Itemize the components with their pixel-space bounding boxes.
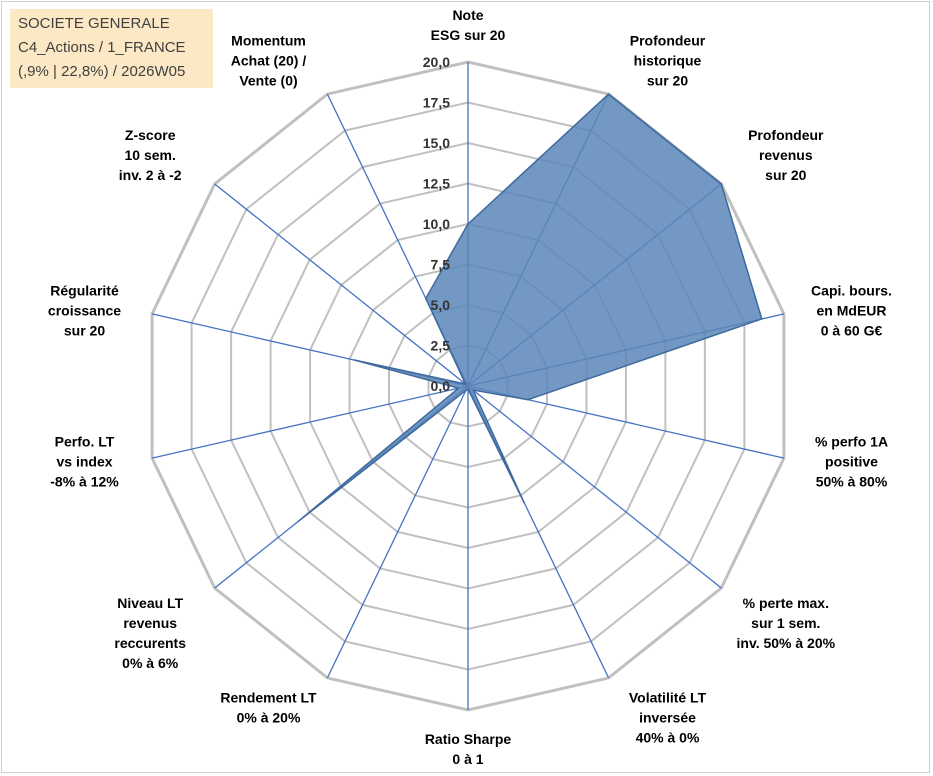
radar-data-point-7 bbox=[467, 388, 469, 391]
radar-data-point-0 bbox=[467, 223, 469, 225]
axis-label-9-line-1: revenus bbox=[123, 615, 177, 631]
axis-label-10-line-0: Perfo. LT bbox=[55, 434, 115, 450]
axis-label-13-line-1: Achat (20) / bbox=[231, 53, 307, 69]
radar-tick-label-1: 2,5 bbox=[431, 338, 451, 354]
axis-label-1-line-2: sur 20 bbox=[647, 73, 688, 89]
chart-title-box: SOCIETE GENERALE C4_Actions / 1_FRANCE (… bbox=[10, 9, 213, 88]
radar-spoke-8 bbox=[326, 385, 469, 679]
axis-label-12-line-1: 10 sem. bbox=[125, 147, 176, 163]
axis-label-1-line-0: Profondeur bbox=[630, 33, 706, 49]
axis-label-13-line-2: Vente (0) bbox=[239, 73, 297, 89]
radar-data-point-8 bbox=[465, 389, 467, 392]
axis-label-3-line-1: en MdEUR bbox=[817, 302, 887, 318]
radar-spoke-5 bbox=[467, 385, 722, 589]
axis-label-10-line-2: -8% à 12% bbox=[50, 474, 119, 490]
radar-tick-label-8: 20,0 bbox=[423, 54, 450, 70]
radar-data-point-1 bbox=[607, 93, 610, 95]
radar-tick-label-7: 17,5 bbox=[423, 95, 450, 111]
axis-label-12-line-2: inv. 2 à -2 bbox=[119, 167, 182, 183]
title-category: C4_Actions / 1_FRANCE bbox=[18, 39, 186, 56]
title-company: SOCIETE GENERALE bbox=[18, 15, 170, 32]
radar-data-point-9 bbox=[297, 520, 300, 523]
axis-label-1-line-1: historique bbox=[634, 53, 702, 69]
axis-label-12-line-0: Z-score bbox=[125, 127, 176, 143]
axis-label-9-line-2: reccurents bbox=[114, 635, 186, 651]
axis-label-3-line-0: Capi. bours. bbox=[811, 282, 892, 298]
radar-data-point-5 bbox=[472, 389, 474, 391]
radar-data-point-6 bbox=[523, 502, 525, 504]
title-period: (,9% | 22,8%) / 2026W05 bbox=[18, 63, 186, 80]
axis-label-2-line-0: Profondeur bbox=[748, 127, 824, 143]
radar-data-point-3 bbox=[761, 318, 763, 320]
radar-data-point-13 bbox=[425, 297, 427, 300]
axis-label-8-line-1: 0% à 20% bbox=[237, 709, 301, 725]
axis-label-5-line-2: inv. 50% à 20% bbox=[737, 635, 836, 651]
radar-tick-label-5: 12,5 bbox=[423, 176, 450, 192]
axis-label-9-line-3: 0% à 6% bbox=[122, 655, 179, 671]
axis-label-8-line-0: Rendement LT bbox=[220, 689, 317, 705]
axis-label-6-line-2: 40% à 0% bbox=[636, 729, 700, 745]
axis-label-5-line-0: % perte max. bbox=[743, 595, 829, 611]
radar-tick-label-4: 10,0 bbox=[423, 216, 450, 232]
axis-label-7-line-1: 0 à 1 bbox=[452, 751, 483, 767]
radar-tick-label-2: 5,0 bbox=[431, 297, 451, 313]
radar-tick-label-3: 7,5 bbox=[431, 257, 451, 273]
axis-label-11-line-0: Régularité bbox=[50, 282, 119, 298]
axis-label-4-line-0: % perfo 1A bbox=[815, 434, 888, 450]
radar-tick-label-0: 0,0 bbox=[431, 378, 451, 394]
axis-label-3-line-2: 0 à 60 G€ bbox=[821, 322, 883, 338]
axis-label-6-line-1: inversée bbox=[639, 709, 696, 725]
axis-label-11-line-1: croissance bbox=[48, 302, 121, 318]
axis-label-13-line-0: Momentum bbox=[231, 33, 306, 49]
radar-data-point-12 bbox=[464, 383, 467, 385]
axis-label-2-line-2: sur 20 bbox=[765, 167, 806, 183]
axis-label-6-line-0: Volatilité LT bbox=[629, 689, 707, 705]
axis-label-0-line-1: ESG sur 20 bbox=[431, 27, 506, 43]
axis-label-10-line-1: vs index bbox=[56, 454, 112, 470]
axis-label-11-line-2: sur 20 bbox=[64, 322, 105, 338]
radar-tick-label-6: 15,0 bbox=[423, 135, 450, 151]
radar-data-point-11 bbox=[353, 359, 356, 361]
radar-data-point-10 bbox=[457, 387, 460, 390]
radar-data-point-2 bbox=[720, 183, 723, 185]
radar-spoke-10 bbox=[151, 385, 469, 459]
radar-spoke-12 bbox=[214, 183, 469, 387]
axis-label-2-line-1: revenus bbox=[759, 147, 813, 163]
axis-label-4-line-2: 50% à 80% bbox=[816, 474, 888, 490]
axis-label-7-line-0: Ratio Sharpe bbox=[425, 731, 512, 747]
axis-label-9-line-0: Niveau LT bbox=[117, 595, 183, 611]
axis-label-4-line-1: positive bbox=[825, 454, 878, 470]
radar-data-point-4 bbox=[527, 398, 529, 401]
axis-label-0-line-0: Note bbox=[452, 7, 483, 23]
axis-label-5-line-1: sur 1 sem. bbox=[751, 615, 820, 631]
